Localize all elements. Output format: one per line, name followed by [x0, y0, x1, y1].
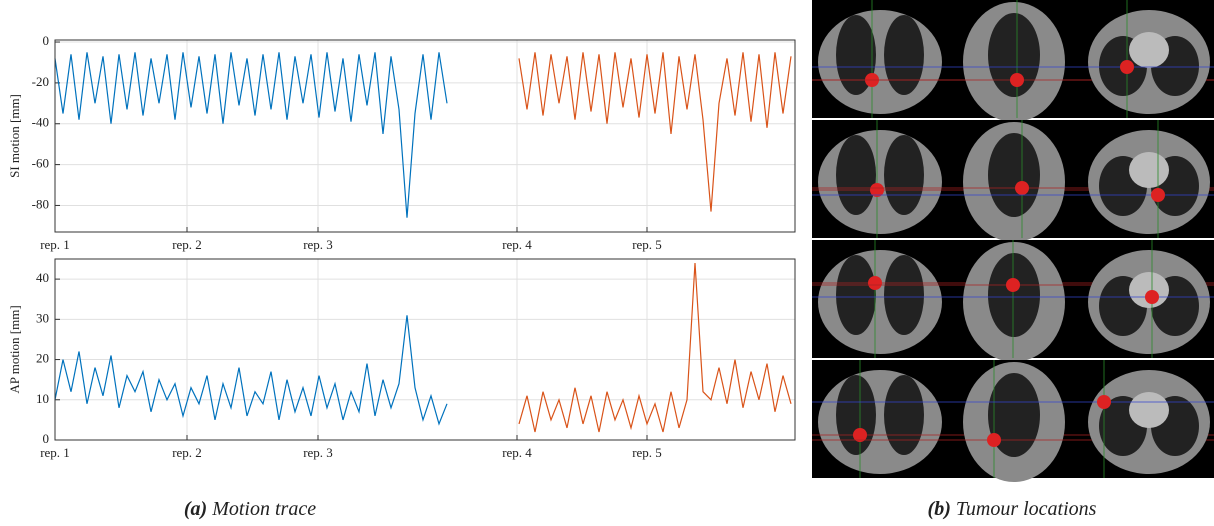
x-tick-label: rep. 3 [303, 237, 333, 252]
y-tick-label: -60 [32, 156, 49, 171]
ct-row [812, 240, 1214, 362]
tumour-dot [1015, 181, 1029, 195]
plot-area [55, 259, 795, 440]
y-tick-label: 20 [36, 351, 49, 366]
ct-heart [1129, 272, 1169, 308]
ct-lung [884, 15, 924, 95]
trace-line [54, 315, 448, 426]
plot-frame [54, 39, 796, 233]
x-tick-label: rep. 5 [632, 237, 662, 252]
ct-lung [836, 375, 876, 455]
caption-text: Motion trace [211, 498, 316, 520]
tumour-dot [1006, 278, 1020, 292]
ct-lung [988, 373, 1040, 457]
ct-lung [988, 253, 1040, 337]
tumour-dot [1151, 188, 1165, 202]
ct-row [812, 120, 1214, 242]
ct-heart [1129, 392, 1169, 428]
y-tick-label: 10 [36, 391, 49, 406]
tumour-dot [1145, 290, 1159, 304]
ct-heart [1129, 152, 1169, 188]
caption-label: (b) [928, 498, 951, 520]
ct-lung [836, 15, 876, 95]
y-tick-label: -80 [32, 196, 49, 211]
trace-line [518, 52, 792, 212]
ct-row [812, 360, 1214, 482]
tumour-dot [853, 428, 867, 442]
caption-label: (a) [184, 498, 207, 520]
x-tick-label: rep. 2 [172, 237, 202, 252]
x-tick-label: rep. 4 [502, 445, 532, 460]
y-tick-label: 0 [43, 33, 50, 48]
ct-row [812, 0, 1214, 122]
x-tick-label: rep. 1 [40, 445, 70, 460]
plot-frame [54, 258, 796, 441]
tumour-dot [868, 276, 882, 290]
trace-line [518, 262, 792, 433]
y-tick-label: 0 [43, 431, 50, 446]
tumour-dot [1097, 395, 1111, 409]
y-axis-label: AP motion [mm] [7, 305, 22, 393]
caption-a: (a) Motion trace [184, 498, 316, 520]
x-tick-label: rep. 2 [172, 445, 202, 460]
caption-text: Tumour locations [956, 498, 1097, 520]
y-axis-label: SI motion [mm] [7, 94, 22, 178]
y-tick-label: 30 [36, 310, 49, 325]
ct-lung [836, 255, 876, 335]
x-tick-label: rep. 4 [502, 237, 532, 252]
ct-lung [988, 13, 1040, 97]
x-tick-label: rep. 3 [303, 445, 333, 460]
x-tick-label: rep. 1 [40, 237, 70, 252]
caption-b: (b) Tumour locations [928, 498, 1097, 520]
ct-lung [988, 133, 1040, 217]
y-tick-label: -40 [32, 115, 49, 130]
ct-lung [884, 255, 924, 335]
tumour-dot [1010, 73, 1024, 87]
y-tick-label: -20 [32, 74, 49, 89]
ct-lung [884, 135, 924, 215]
trace-line [54, 52, 448, 218]
tumour-dot [1120, 60, 1134, 74]
y-tick-label: 40 [36, 270, 49, 285]
x-tick-label: rep. 5 [632, 445, 662, 460]
tumour-dot [870, 183, 884, 197]
ct-heart [1129, 32, 1169, 68]
tumour-dot [987, 433, 1001, 447]
ct-lung [884, 375, 924, 455]
ct-lung [836, 135, 876, 215]
